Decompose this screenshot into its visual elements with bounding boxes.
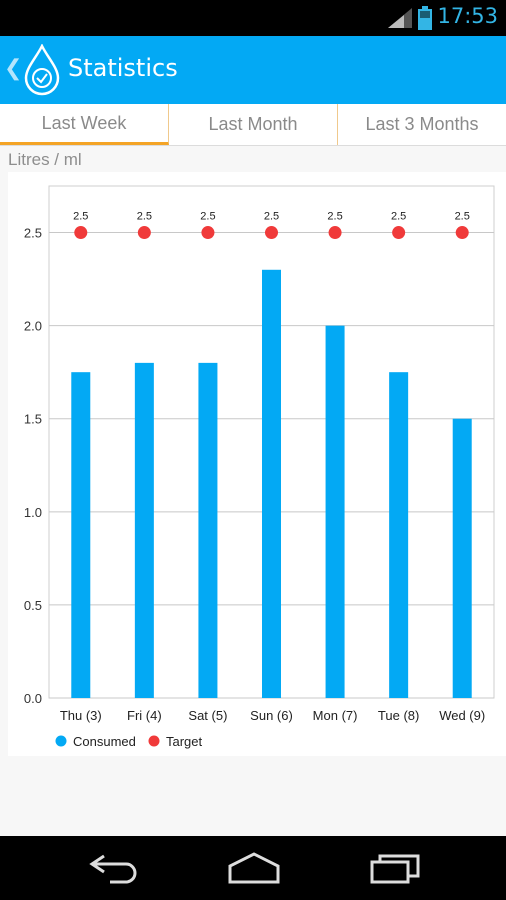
- consumed-bar: [325, 325, 345, 698]
- target-label: 2.5: [73, 211, 88, 223]
- target-point: [328, 226, 342, 240]
- y-tick-label: 0.5: [24, 598, 42, 613]
- unit-label: Litres / ml: [8, 150, 82, 169]
- target-label: 2.5: [391, 211, 406, 223]
- tab-last-month[interactable]: Last Month: [169, 104, 338, 145]
- back-arrow-icon[interactable]: [82, 850, 142, 886]
- app-bar: ❮ Statistics: [0, 36, 506, 104]
- tab-last-3-months[interactable]: Last 3 Months: [338, 104, 506, 145]
- tab-label: Last Week: [41, 112, 127, 133]
- tab-last-week[interactable]: Last Week: [0, 104, 169, 145]
- consumed-bar: [134, 362, 154, 698]
- target-point: [455, 226, 469, 240]
- target-label: 2.5: [264, 211, 279, 223]
- consumed-bar: [452, 418, 472, 698]
- y-tick-label: 1.5: [24, 412, 42, 427]
- bar-chart: 0.0 0.5 1.0 1.5 2.0 2.5 2.5 Thu (3) 2.5 Fri (4) 2.…: [24, 185, 495, 749]
- y-tick-label: 2.5: [24, 226, 42, 241]
- target-point: [392, 226, 406, 240]
- legend-target-label: Target: [166, 734, 203, 749]
- legend-target-swatch: [148, 735, 160, 747]
- x-tick-label: Tue (8): [378, 708, 419, 723]
- navigation-bar: [0, 836, 506, 900]
- target-point: [137, 226, 151, 240]
- x-tick-label: Thu (3): [60, 708, 102, 723]
- target-label: 2.5: [327, 211, 342, 223]
- chevron-left-icon[interactable]: ❮: [4, 56, 23, 81]
- tab-label: Last 3 Months: [365, 114, 479, 134]
- consumed-bar: [71, 372, 91, 698]
- target-point: [201, 226, 215, 240]
- chart-panel: 0.0 0.5 1.0 1.5 2.0 2.5 2.5 Thu (3) 2.5 Fri (4) 2.…: [8, 172, 506, 756]
- tab-label: Last Month: [208, 114, 298, 134]
- consumed-bar: [262, 269, 281, 698]
- signal-icon: [388, 8, 412, 28]
- y-tick-label: 0.0: [24, 691, 42, 706]
- legend-consumed-label: Consumed: [73, 734, 136, 749]
- battery-icon: [418, 6, 432, 30]
- target-point: [265, 226, 278, 240]
- page-title: Statistics: [68, 54, 178, 82]
- x-tick-label: Mon (7): [313, 708, 358, 723]
- recent-apps-icon[interactable]: [366, 850, 426, 886]
- consumed-bar: [198, 362, 218, 698]
- home-icon[interactable]: [224, 850, 284, 886]
- consumed-bar: [389, 372, 409, 698]
- y-tick-label: 1.0: [24, 505, 42, 520]
- water-drop-clock-icon[interactable]: [22, 44, 62, 96]
- x-tick-label: Sun (6): [250, 708, 293, 723]
- x-tick-label: Wed (9): [439, 708, 485, 723]
- period-tabs: Last Week Last Month Last 3 Months: [0, 104, 506, 146]
- legend-consumed-swatch: [55, 735, 67, 747]
- x-tick-label: Fri (4): [127, 708, 162, 723]
- target-point: [74, 226, 88, 240]
- y-tick-label: 2.0: [24, 319, 42, 334]
- status-bar: 17:53: [0, 0, 506, 36]
- target-label: 2.5: [137, 211, 152, 223]
- x-tick-label: Sat (5): [188, 708, 227, 723]
- status-time: 17:53: [437, 4, 498, 28]
- target-label: 2.5: [455, 211, 470, 223]
- target-label: 2.5: [200, 211, 215, 223]
